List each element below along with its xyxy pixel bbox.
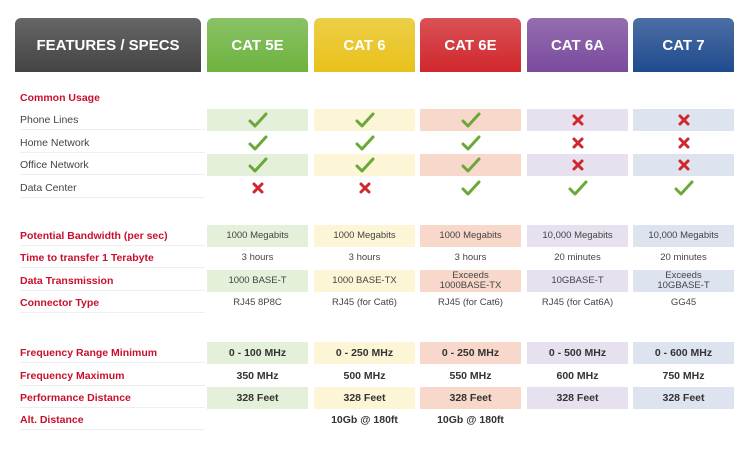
row-label: Phone Lines xyxy=(20,110,205,130)
check-icon xyxy=(207,132,308,154)
cell-value: 1000 Megabits xyxy=(314,225,415,247)
cross-icon xyxy=(314,177,415,199)
column-header: CAT 6 xyxy=(314,18,415,72)
check-icon xyxy=(420,154,521,176)
column-header: CAT 6E xyxy=(420,18,521,72)
row-label: Data Transmission xyxy=(20,271,205,291)
cell-value: RJ45 (for Cat6) xyxy=(314,292,415,314)
cell-value: Exceeds 10GBASE-T xyxy=(633,270,734,292)
cell-value: 328 Feet xyxy=(207,387,308,409)
check-icon xyxy=(314,154,415,176)
check-icon xyxy=(420,177,521,199)
cell-value: 750 MHz xyxy=(633,365,734,387)
section-title: Common Usage xyxy=(20,92,100,104)
cell-value: RJ45 8P8C xyxy=(207,292,308,314)
row-label: Potential Bandwidth (per sec) xyxy=(20,226,205,246)
check-icon xyxy=(207,109,308,131)
cell-value: 10GBASE-T xyxy=(527,270,628,292)
row-label: Alt. Distance xyxy=(20,410,205,430)
cell-value: RJ45 (for Cat6) xyxy=(420,292,521,314)
cell-value: 500 MHz xyxy=(314,365,415,387)
check-icon xyxy=(633,177,734,199)
cell-value: 0 - 250 MHz xyxy=(420,342,521,364)
row-label: Connector Type xyxy=(20,293,205,313)
cell-value: 1000 Megabits xyxy=(420,225,521,247)
column-header: CAT 7 xyxy=(633,18,734,72)
cell-value: 1000 BASE-TX xyxy=(314,270,415,292)
column-header: CAT 6A xyxy=(527,18,628,72)
cell-value: 0 - 250 MHz xyxy=(314,342,415,364)
cell-value: 3 hours xyxy=(207,247,308,269)
cell-value: 10,000 Megabits xyxy=(527,225,628,247)
cross-icon xyxy=(633,109,734,131)
cell-value: 20 minutes xyxy=(633,247,734,269)
row-label: Frequency Range Minimum xyxy=(20,343,205,363)
empty-cell xyxy=(527,409,628,431)
cell-value: 0 - 600 MHz xyxy=(633,342,734,364)
check-icon xyxy=(314,132,415,154)
row-label: Data Center xyxy=(20,178,205,198)
cell-value: 10,000 Megabits xyxy=(633,225,734,247)
cross-icon xyxy=(207,177,308,199)
cell-value: 20 minutes xyxy=(527,247,628,269)
cross-icon xyxy=(633,154,734,176)
check-icon xyxy=(420,132,521,154)
cross-icon xyxy=(527,109,628,131)
cell-value: 550 MHz xyxy=(420,365,521,387)
column-header: CAT 5E xyxy=(207,18,308,72)
row-label: Frequency Maximum xyxy=(20,366,205,386)
cell-value: 3 hours xyxy=(420,247,521,269)
empty-cell xyxy=(207,409,308,431)
cell-value: 0 - 500 MHz xyxy=(527,342,628,364)
cross-icon xyxy=(527,132,628,154)
cell-value: 0 - 100 MHz xyxy=(207,342,308,364)
cross-icon xyxy=(527,154,628,176)
row-label: Time to transfer 1 Terabyte xyxy=(20,248,205,268)
empty-cell xyxy=(633,409,734,431)
cell-value: Exceeds 1000BASE-TX xyxy=(420,270,521,292)
check-icon xyxy=(527,177,628,199)
cell-value: 10Gb @ 180ft xyxy=(314,409,415,431)
cell-value: 328 Feet xyxy=(527,387,628,409)
check-icon xyxy=(207,154,308,176)
cell-value: 328 Feet xyxy=(420,387,521,409)
cross-icon xyxy=(633,132,734,154)
row-label: Performance Distance xyxy=(20,388,205,408)
cell-value: 10Gb @ 180ft xyxy=(420,409,521,431)
cell-value: GG45 xyxy=(633,292,734,314)
cell-value: 600 MHz xyxy=(527,365,628,387)
row-label: Office Network xyxy=(20,155,205,175)
cell-value: 350 MHz xyxy=(207,365,308,387)
cell-value: 1000 Megabits xyxy=(207,225,308,247)
check-icon xyxy=(420,109,521,131)
cell-value: RJ45 (for Cat6A) xyxy=(527,292,628,314)
cell-value: 1000 BASE-T xyxy=(207,270,308,292)
cell-value: 328 Feet xyxy=(633,387,734,409)
cell-value: 328 Feet xyxy=(314,387,415,409)
row-label: Home Network xyxy=(20,133,205,153)
header-title: FEATURES / SPECS xyxy=(15,18,201,72)
check-icon xyxy=(314,109,415,131)
cell-value: 3 hours xyxy=(314,247,415,269)
